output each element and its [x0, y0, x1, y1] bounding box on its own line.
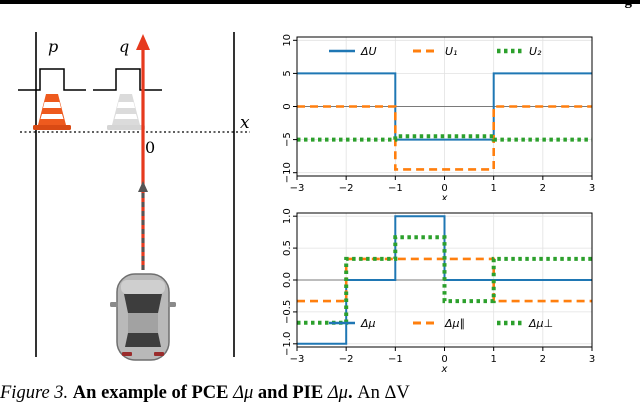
x-tick-label-3: 0: [441, 354, 447, 365]
y-tick-label-3: −5: [282, 132, 293, 147]
legend-label-2: U₂: [529, 45, 542, 58]
series-line-1: [297, 105, 592, 171]
x-tick-label-1: −2: [339, 183, 354, 194]
label-q: q: [119, 37, 129, 56]
label-x: x: [240, 113, 250, 133]
caption-sym1: Δμ: [233, 383, 254, 403]
top-rule: [0, 0, 640, 4]
caption-label: Figure 3.: [0, 383, 69, 403]
header-fragment: g: [624, 0, 633, 9]
y-tick-label-4: −10: [282, 162, 293, 183]
road-scene: p q x 0: [18, 32, 250, 361]
x-tick-label-5: 2: [540, 183, 546, 194]
x-tick-label-2: −1: [388, 183, 403, 194]
x-axis-label: x: [441, 364, 448, 375]
series-line-2: [297, 134, 592, 142]
chart-delta-mu: −3 −2 −1 0 1 2 3 1.0 0.5 0.0 −0.5 −1.0 x Δμ Δμ∥ Δμ⊥: [282, 208, 595, 375]
x-tick-label-5: 2: [540, 354, 546, 365]
caption-part3: .: [347, 383, 353, 403]
caption-part1: An example of PCE: [72, 383, 234, 403]
x-axis-label: x: [441, 193, 448, 200]
caption-tail: An ΔV: [352, 383, 410, 403]
x-tick-label-6: 3: [589, 183, 595, 194]
y-tick-label-2: 0: [282, 103, 293, 109]
legend-label-1: Δμ∥: [444, 317, 465, 330]
figure-caption: Figure 3. An example of PCE Δμ and PIE Δ…: [0, 383, 640, 404]
caption-part2: and PIE: [253, 383, 328, 403]
x-tick-label-4: 1: [490, 183, 496, 194]
y-tick-label-4: −1.0: [282, 332, 293, 356]
y-tick-label-2: 0.0: [282, 272, 293, 288]
x-tick-label-6: 3: [589, 354, 595, 365]
cone-p-icon: [33, 94, 71, 130]
y-tick-label-3: −0.5: [282, 300, 293, 324]
label-p: p: [48, 37, 58, 56]
series-line-0: [297, 72, 592, 141]
label-zero: 0: [145, 138, 155, 157]
series-line-2: [297, 235, 592, 325]
y-tick-label-0: 1.0: [282, 208, 293, 224]
grey-arrow-head-icon: [138, 181, 148, 192]
x-tick-label-0: −3: [290, 183, 305, 194]
x-tick-label-2: −1: [388, 354, 403, 365]
legend-label-1: U₁: [445, 45, 457, 58]
cone-q-icon: [107, 94, 145, 130]
red-arrow-head-icon: [136, 34, 150, 50]
caption-sym2: Δμ: [327, 383, 348, 403]
car-icon: [110, 273, 176, 361]
y-tick-label-0: 10: [282, 34, 293, 47]
pulse-q: [93, 68, 162, 91]
legend-label-0: ΔU: [360, 45, 377, 58]
pulse-p: [18, 68, 86, 91]
legend-label-0: Δμ: [360, 317, 376, 330]
legend-label-2: Δμ⊥: [528, 317, 553, 330]
y-tick-label-1: 5: [282, 70, 293, 76]
x-tick-label-3: 0: [441, 183, 447, 194]
x-tick-label-1: −2: [339, 354, 354, 365]
y-tick-label-1: 0.5: [282, 240, 293, 256]
x-tick-label-0: −3: [290, 354, 305, 365]
x-tick-label-4: 1: [490, 354, 496, 365]
